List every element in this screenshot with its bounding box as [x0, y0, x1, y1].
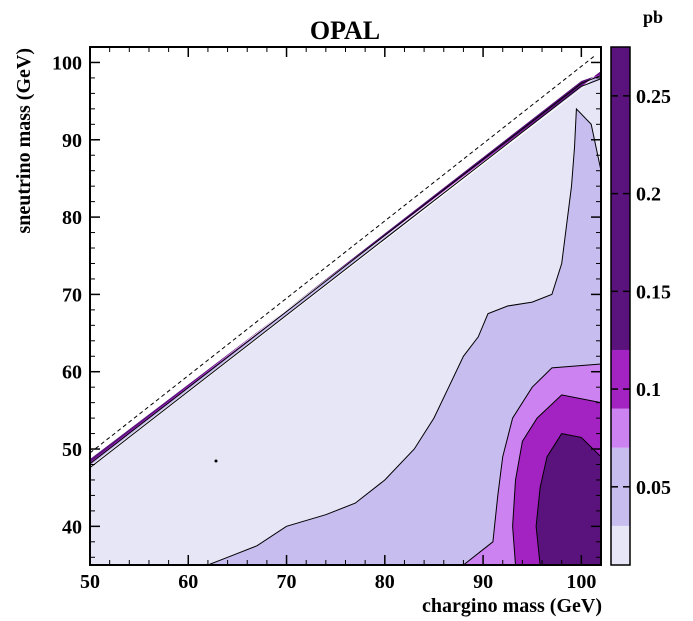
colorbar-tick-label-0: 0.05	[636, 477, 671, 499]
y-tick-label-40: 40	[62, 516, 82, 538]
colorbar-band-2	[611, 408, 630, 448]
colorbar-unit-label: pb	[643, 7, 663, 27]
colorbar: 0.05 0.1 0.15 0.2 0.25 pb	[610, 7, 671, 566]
colorbar-tick-label-4: 0.25	[636, 86, 671, 108]
y-tick-label-50: 50	[62, 439, 82, 461]
kinematic-limit-line	[90, 54, 597, 454]
y-tick-label-60: 60	[62, 362, 82, 384]
y-axis-label: sneutrino mass (GeV)	[13, 48, 35, 234]
y-tick-label-100: 100	[52, 52, 82, 74]
y-tick-label-90: 90	[62, 130, 82, 152]
x-tick-label-70: 70	[277, 571, 297, 593]
colorbar-bands	[611, 47, 630, 565]
colorbar-tick-label-1: 0.1	[636, 379, 661, 401]
density-region-1	[207, 108, 601, 565]
chart-title: OPAL	[310, 16, 380, 45]
y-axis: 40 50 60 70 80 90 100	[52, 46, 601, 558]
x-axis: 50 60 70 80 90 100	[80, 47, 602, 593]
colorbar-ticks: 0.05 0.1 0.15 0.2 0.25	[611, 86, 671, 499]
y-tick-label-70: 70	[62, 284, 82, 306]
x-tick-label-100: 100	[566, 571, 596, 593]
colorbar-frame	[610, 46, 631, 566]
plot-area	[90, 54, 601, 565]
x-axis-label: chargino mass (GeV)	[422, 595, 602, 617]
x-tick-label-50: 50	[80, 571, 100, 593]
colorbar-band-4	[611, 47, 630, 350]
colorbar-band-0	[611, 525, 630, 565]
contour-line-1	[463, 363, 601, 565]
colorbar-tick-label-2: 0.15	[636, 281, 671, 303]
contour-line-5	[90, 75, 601, 465]
x-tick-label-90: 90	[473, 571, 493, 593]
colorbar-band-3	[611, 349, 630, 409]
y-tick-label-80: 80	[62, 207, 82, 229]
density-region-5	[536, 433, 601, 565]
contour-line-3	[535, 433, 601, 565]
contour-lines	[90, 75, 601, 565]
contour-line-2	[512, 394, 601, 565]
contour-line-0	[207, 107, 601, 565]
x-tick-label-60: 60	[178, 571, 198, 593]
data-point	[214, 459, 218, 463]
colorbar-band-1	[611, 447, 630, 526]
colorbar-tick-label-3: 0.2	[636, 184, 661, 206]
contour-line-4	[90, 78, 601, 468]
density-regions	[90, 71, 601, 565]
x-tick-label-80: 80	[375, 571, 395, 593]
